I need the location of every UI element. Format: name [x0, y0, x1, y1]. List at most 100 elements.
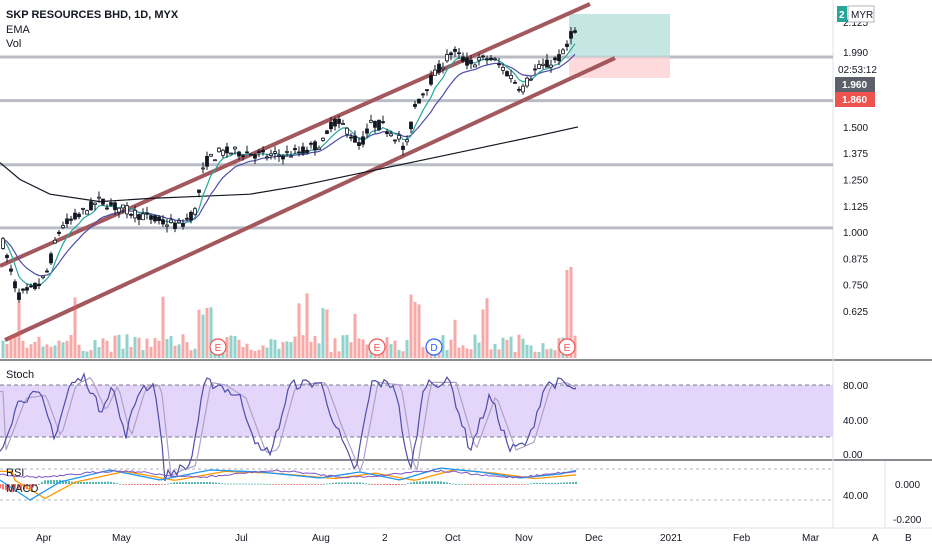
macd-histogram-bar [509, 484, 511, 485]
candle-body [361, 136, 365, 145]
candle-body [237, 151, 241, 157]
macd-label[interactable]: MACD [6, 483, 38, 495]
volume-bar [25, 347, 29, 358]
macd-histogram-bar [110, 481, 112, 484]
macd-histogram-bar [461, 483, 463, 485]
volume-bar [329, 351, 333, 358]
volume-bar [93, 340, 97, 358]
rsi-label[interactable]: RSI [6, 467, 24, 479]
macd-histogram-bar [533, 483, 535, 484]
candle-body [297, 151, 301, 154]
volume-bar [389, 344, 393, 358]
event-marker[interactable] [425, 338, 443, 356]
macd-histogram-bar [446, 482, 448, 484]
axis-mode-b[interactable]: B [905, 533, 912, 544]
event-marker[interactable] [209, 338, 227, 356]
macd-histogram-bar [224, 483, 226, 485]
macd-histogram-bar [53, 480, 55, 484]
macd-histogram-bar [563, 482, 565, 484]
volume-bar [205, 307, 209, 358]
macd-histogram-bar [248, 483, 250, 485]
macd-histogram-bar [569, 482, 571, 484]
macd-axis-0: 0.000 [895, 480, 920, 491]
target-zone[interactable] [569, 14, 670, 57]
macd-histogram-bar [548, 482, 550, 484]
candle-body [385, 131, 389, 134]
volume-bar [397, 349, 401, 358]
macd-histogram-bar [107, 481, 109, 484]
volume-bar [81, 351, 85, 358]
candle-body [217, 147, 221, 153]
macd-histogram-bar [422, 481, 424, 484]
candle-body [309, 142, 313, 145]
volume-bar [473, 334, 477, 358]
stop-zone[interactable] [569, 57, 670, 78]
macd-histogram-bar [254, 483, 256, 485]
macd-histogram-bar [359, 482, 361, 484]
macd-histogram-bar [362, 482, 364, 484]
volume-bar [245, 343, 249, 358]
volume-bar [73, 297, 77, 358]
volume-bar [477, 342, 481, 358]
macd-histogram-bar [530, 483, 532, 485]
channel-upper-line[interactable] [0, 2, 591, 268]
volume-bar [421, 346, 425, 358]
macd-histogram-bar [455, 483, 457, 485]
volume-bar [177, 344, 181, 358]
macd-histogram-bar [20, 484, 22, 489]
event-marker[interactable] [368, 338, 386, 356]
volume-bar [65, 340, 69, 358]
macd-histogram-bar [74, 482, 76, 484]
volume-bar [521, 338, 525, 358]
volume-bar [405, 340, 409, 358]
macd-histogram-bar [320, 484, 322, 485]
volume-bar [305, 293, 309, 358]
macd-histogram-bar [449, 483, 451, 484]
macd-histogram-bar [173, 482, 175, 484]
macd-histogram-bar [329, 483, 331, 484]
macd-histogram-bar [491, 484, 493, 485]
candle-body [329, 121, 333, 130]
event-marker[interactable] [558, 338, 576, 356]
volume-bar [497, 349, 501, 358]
indicator-ema-label[interactable]: EMA [6, 24, 31, 36]
macd-histogram-bar [176, 482, 178, 484]
candle-body [1, 238, 5, 249]
volume-bar [533, 351, 537, 358]
volume-bar [289, 342, 293, 358]
macd-histogram-bar [299, 484, 301, 485]
candle-body [41, 275, 45, 279]
macd-histogram-bar [194, 482, 196, 484]
macd-histogram-bar [206, 481, 208, 484]
volume-bar [449, 339, 453, 358]
volume-bar [145, 338, 149, 358]
time-axis-label: May [112, 533, 131, 544]
candle-body [149, 215, 153, 220]
horizontal-levels[interactable] [0, 55, 833, 230]
channel-lower-line[interactable] [4, 56, 616, 342]
macd-histogram-bar [116, 483, 118, 484]
macd-histogram-bar [122, 484, 124, 485]
macd-histogram-bar [338, 482, 340, 484]
volume-bar [109, 351, 113, 358]
volume-bar [153, 338, 157, 358]
candle-body [257, 151, 261, 153]
candle-body [133, 209, 137, 219]
axis-mode-a[interactable]: A [872, 533, 879, 544]
currency-badge[interactable] [847, 5, 875, 23]
macd-histogram-bar [203, 482, 205, 484]
volume-bar [549, 348, 553, 358]
volume-bar [493, 343, 497, 358]
volume-bar [69, 334, 73, 358]
indicator-vol-label[interactable]: Vol [6, 38, 21, 50]
volume-bar [281, 342, 285, 358]
candle-body [125, 205, 129, 215]
volume-bar [501, 337, 505, 358]
stoch-label[interactable]: Stoch [6, 369, 34, 381]
macd-histogram-bar [272, 484, 274, 485]
macd-histogram-bar [287, 484, 289, 485]
macd-histogram-bar [521, 484, 523, 485]
candle-body [437, 63, 441, 73]
